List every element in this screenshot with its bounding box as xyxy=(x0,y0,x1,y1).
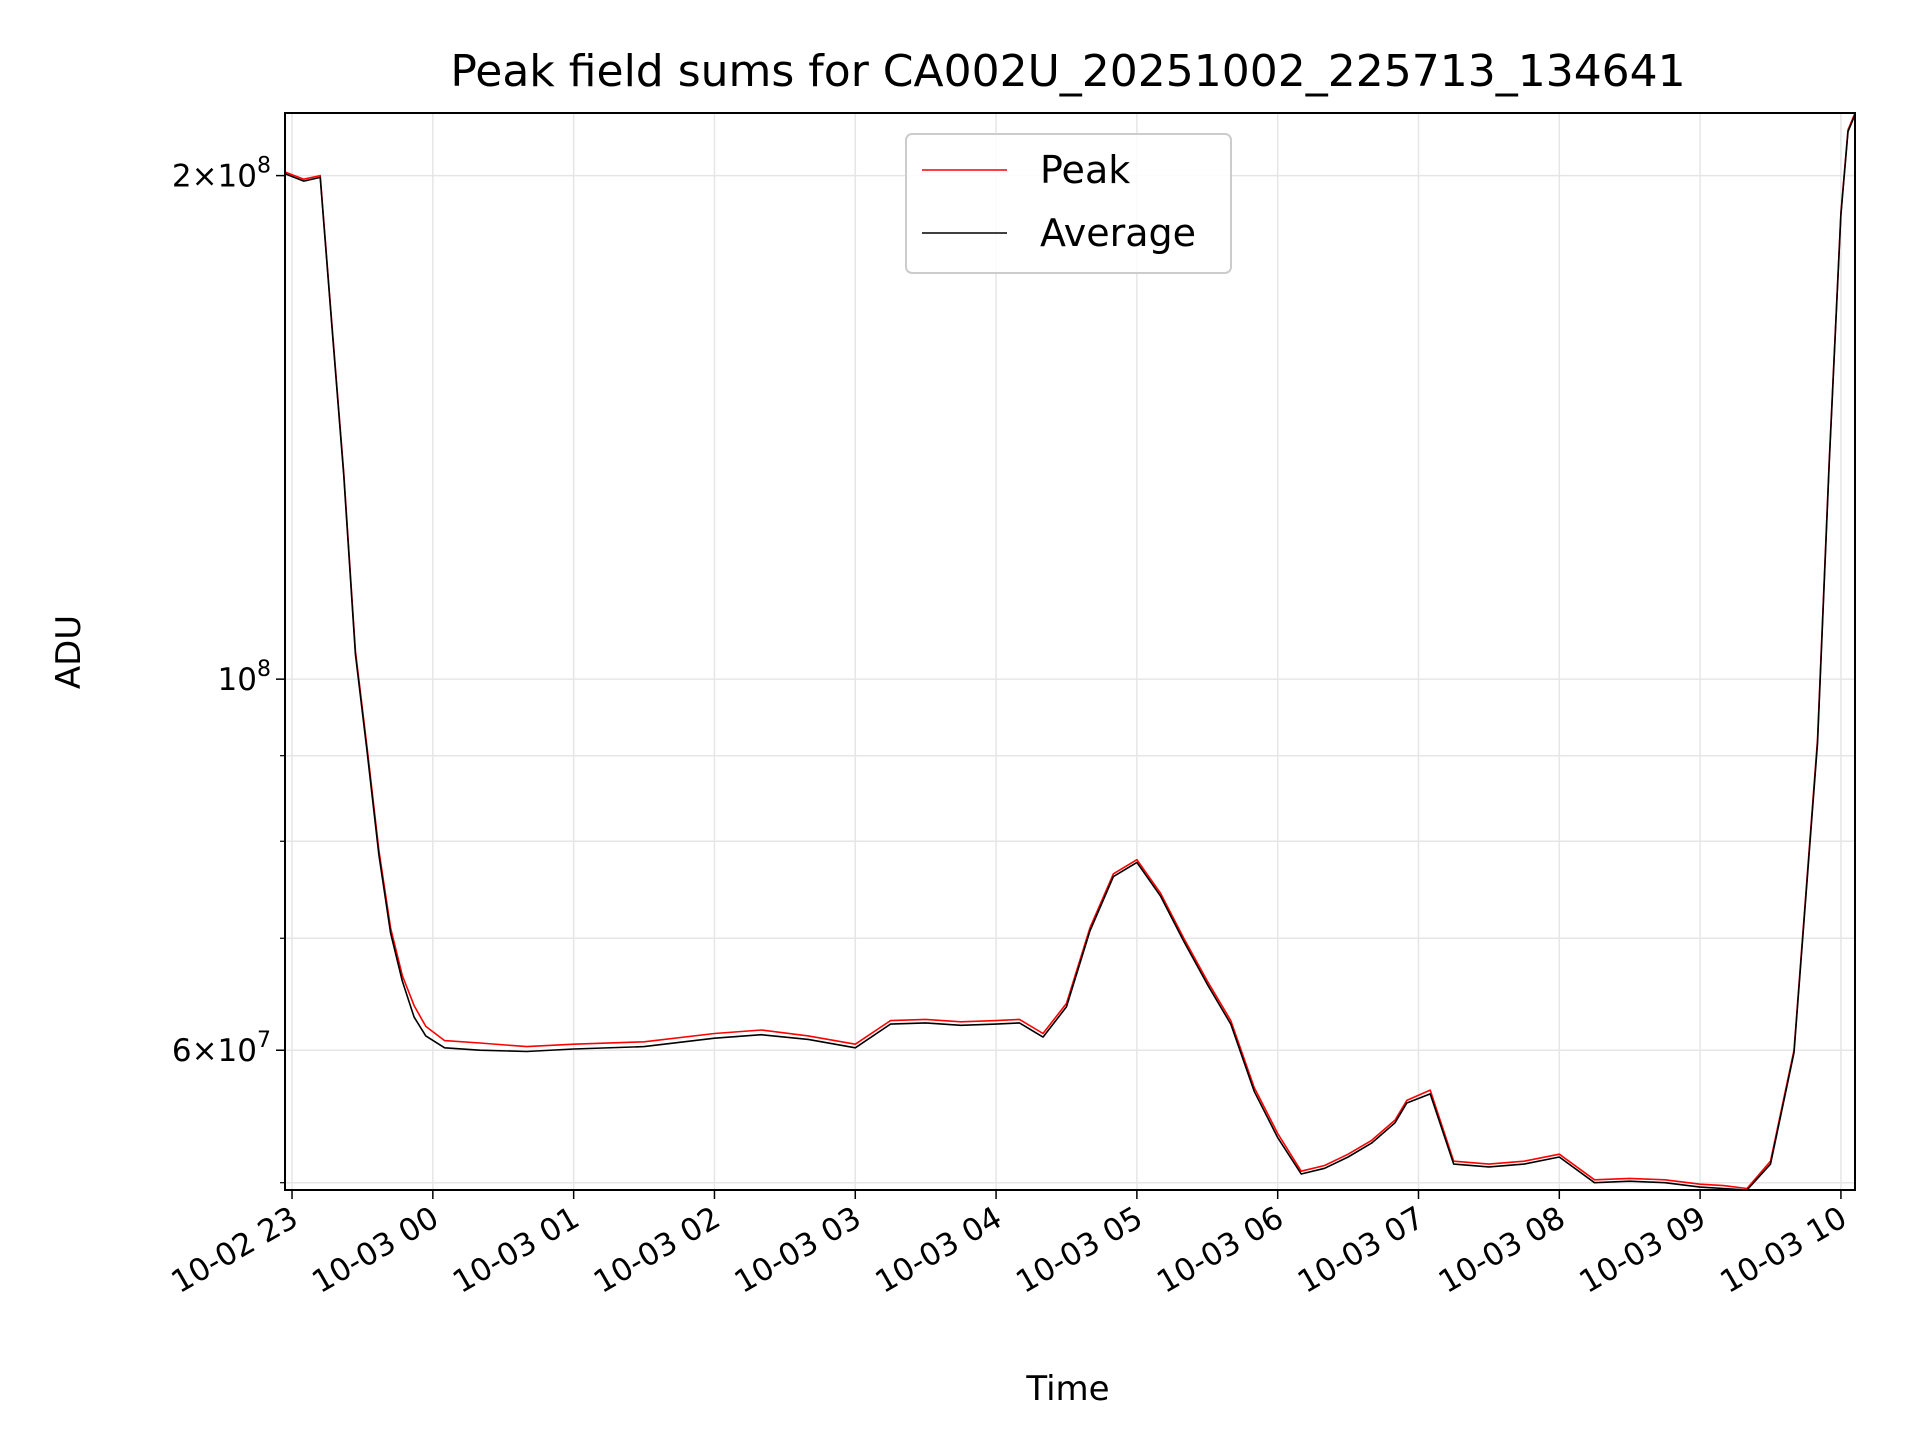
series-line-peak xyxy=(284,112,1856,1190)
x-axis-label: Time xyxy=(1025,1369,1109,1409)
plot-frame xyxy=(284,112,1856,1191)
legend: Peak Average xyxy=(905,133,1232,274)
legend-label-peak: Peak xyxy=(1040,148,1130,192)
chart-title: Peak field sums for CA002U_20251002_2257… xyxy=(450,46,1685,97)
y-axis-label: ADU xyxy=(49,615,89,689)
y-tick-label: 108 xyxy=(218,657,271,698)
legend-box xyxy=(905,133,1232,274)
y-tick-label: 6×107 xyxy=(172,1028,271,1069)
y-tick-label: 2×108 xyxy=(172,154,271,195)
series-line-average xyxy=(284,114,1856,1191)
grid xyxy=(285,113,1855,1190)
series-layer xyxy=(284,112,1856,1191)
legend-label-average: Average xyxy=(1040,211,1196,255)
y-axis-ticks: 2×108 108 6×107 xyxy=(172,154,285,1184)
